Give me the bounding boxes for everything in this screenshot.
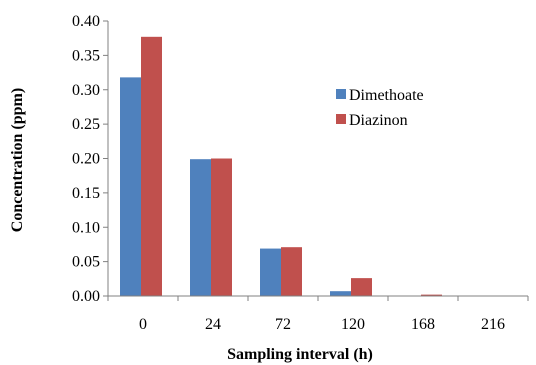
y-axis-title: Concentration (ppm) — [9, 88, 26, 232]
y-tick-label: 0.15 — [72, 185, 100, 202]
bar-diazinon-72 — [281, 247, 302, 296]
bar-diazinon-168 — [421, 294, 442, 296]
x-tick-label: 216 — [481, 316, 505, 333]
x-tick-label: 120 — [341, 316, 365, 333]
bar-dimethoate-0 — [120, 77, 141, 296]
y-tick-label: 0.05 — [72, 254, 100, 271]
x-axis-title: Sampling interval (h) — [227, 346, 373, 363]
y-tick-label: 0.40 — [72, 13, 100, 30]
x-tick-label: 24 — [205, 316, 221, 333]
legend-label-dimethoate: Dimethoate — [349, 87, 424, 104]
bar-dimethoate-72 — [260, 248, 281, 296]
bars-layer — [120, 36, 442, 296]
legend: Dimethoate Diazinon — [336, 87, 424, 129]
x-tick-label: 72 — [275, 316, 291, 333]
legend-swatch-diazinon — [336, 114, 346, 124]
y-axis-ticks: 0.00 0.05 0.10 0.15 0.20 0.25 0.30 0.35 0.40 — [72, 13, 108, 305]
y-tick-label: 0.35 — [72, 47, 100, 64]
x-tick-label: 0 — [139, 316, 147, 333]
legend-label-diazinon: Diazinon — [349, 112, 408, 129]
x-axis-ticks: 0 24 72 120 168 216 — [107, 296, 529, 333]
y-tick-label: 0.20 — [72, 151, 100, 168]
y-tick-label: 0.00 — [72, 288, 100, 305]
bar-diazinon-24 — [211, 158, 232, 296]
bar-diazinon-120 — [351, 278, 372, 296]
legend-swatch-dimethoate — [336, 89, 346, 99]
bar-dimethoate-24 — [190, 159, 211, 296]
x-tick-label: 168 — [411, 316, 435, 333]
y-tick-label: 0.30 — [72, 82, 100, 99]
y-tick-label: 0.25 — [72, 116, 100, 133]
bar-diazinon-0 — [141, 36, 162, 296]
y-tick-label: 0.10 — [72, 219, 100, 236]
bar-dimethoate-120 — [330, 291, 351, 296]
